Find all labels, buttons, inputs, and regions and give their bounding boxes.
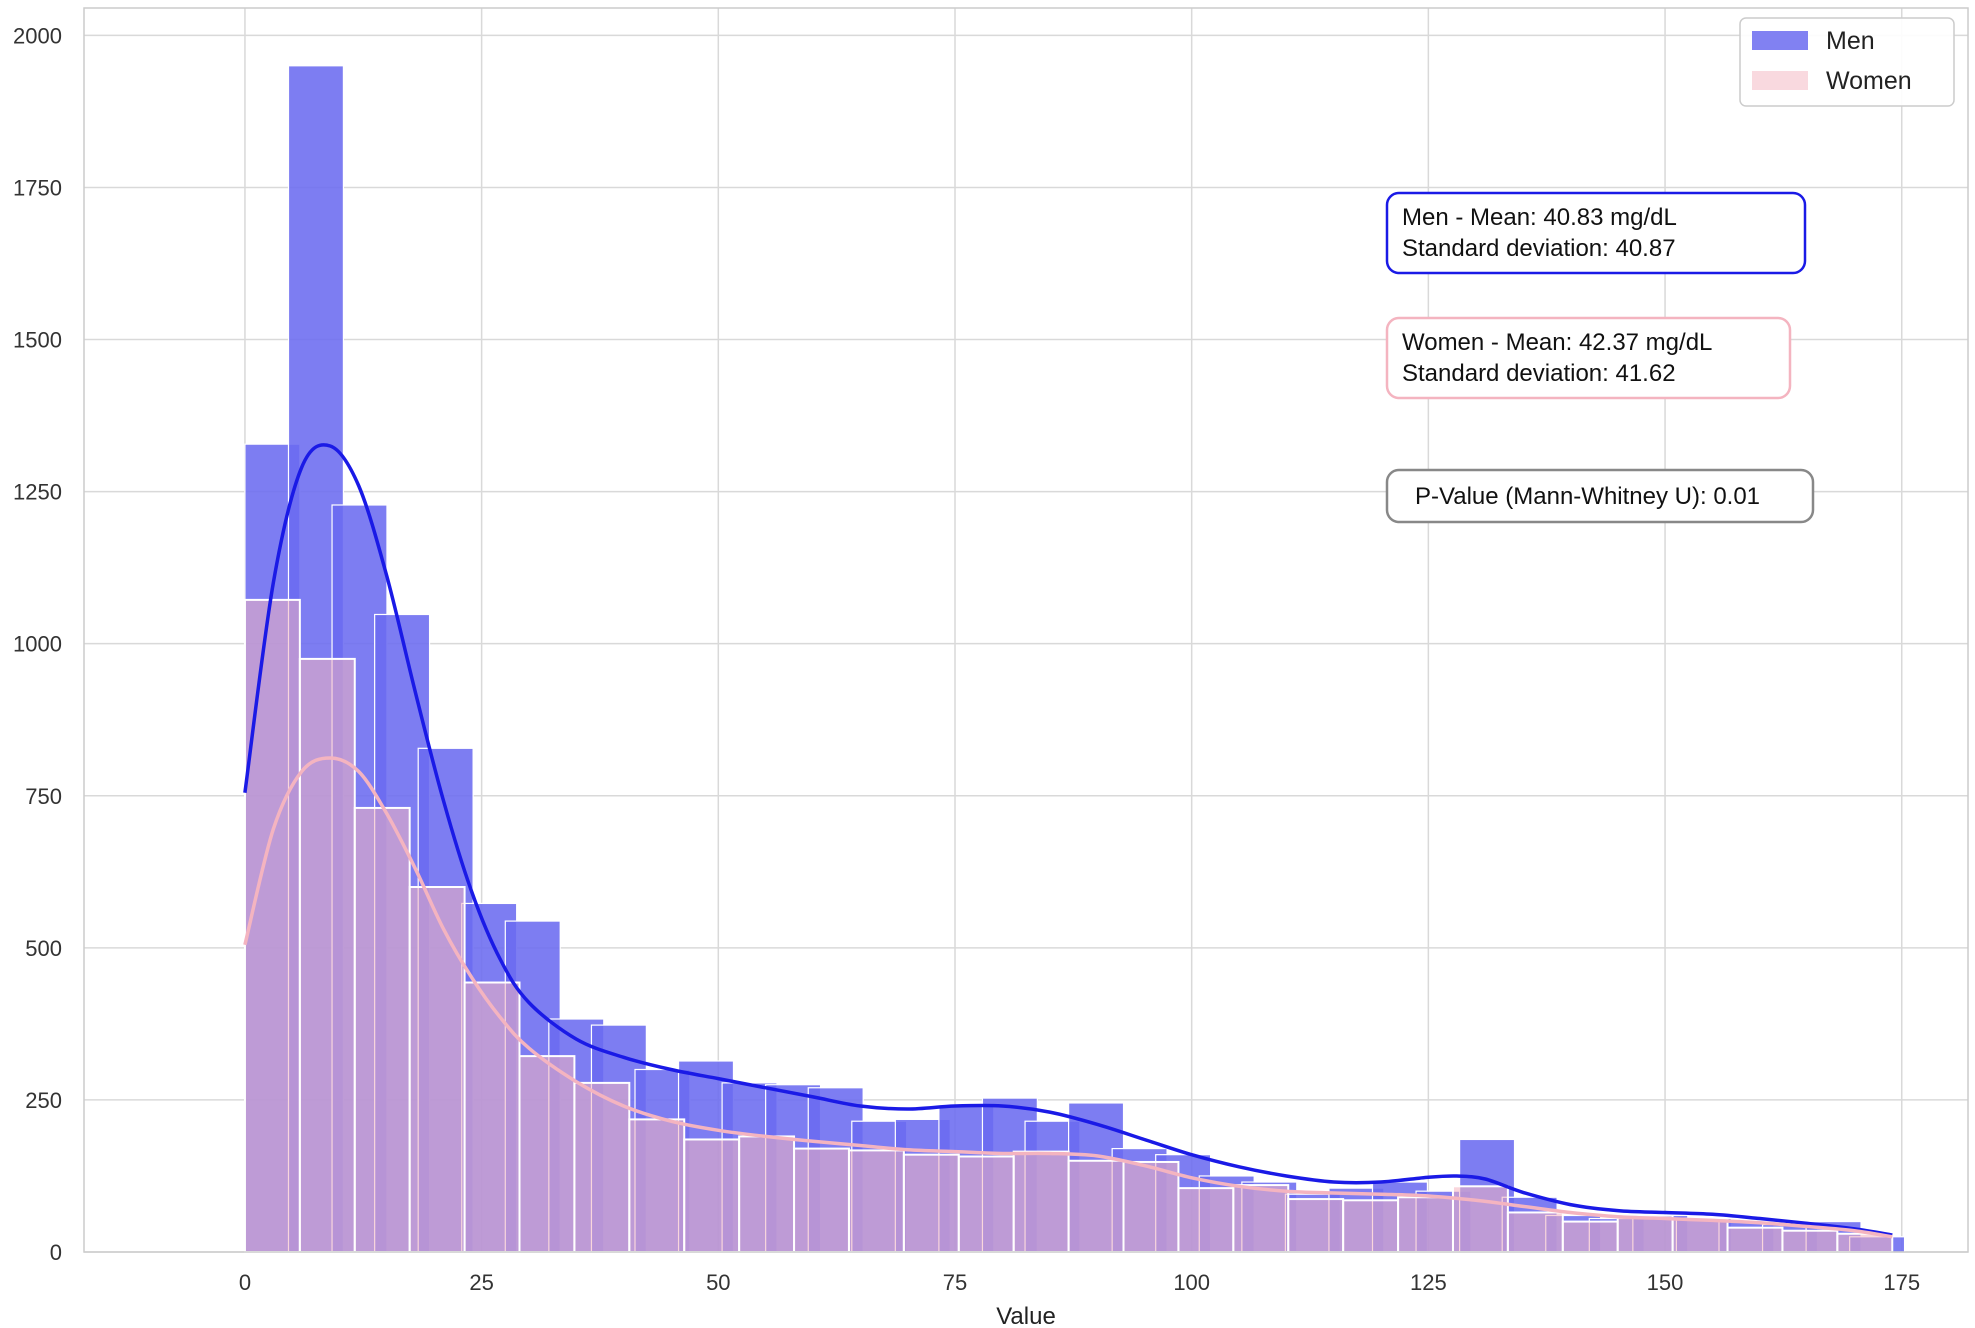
women-bar [463,981,521,1253]
y-tick-label: 2000 [13,23,62,48]
women-legend-label: Women [1826,67,1912,95]
women-bar [738,1135,796,1253]
women-bar [1781,1229,1839,1254]
women-bar [1287,1198,1345,1254]
women-kde-line [243,756,1893,1239]
men-kde-line [243,443,1893,1237]
women-bar [847,1149,905,1254]
women-bar [1616,1214,1674,1253]
women-bar [957,1155,1015,1254]
women-bar [902,1153,960,1253]
women-bar [683,1138,741,1254]
annotation-text: Standard deviation: 40.87 [1402,235,1676,262]
women-bar [408,886,466,1253]
men-legend-label: Men [1826,27,1875,55]
women-bar [1397,1196,1454,1253]
annotation-box [1385,191,1807,275]
annotation-box [1385,468,1815,524]
women-bar [518,1055,576,1253]
x-tick-label: 75 [943,1270,967,1295]
women-bar [353,806,411,1253]
y-tick-label: 250 [25,1088,62,1113]
x-tick-label: 100 [1173,1270,1210,1295]
women-bar [1506,1211,1564,1254]
annotation-text: Women - Mean: 42.37 mg/dL [1402,329,1712,356]
women-bar [1232,1184,1290,1253]
women-legend-swatch [1752,71,1808,90]
women-bar [1451,1185,1509,1254]
legend: Men Women [1739,17,1955,107]
women-bar [1122,1160,1180,1254]
y-axis-ticks: 0 250 500 750 1000 1250 1500 1750 2000 [13,23,62,1265]
women-bar [793,1147,850,1253]
x-tick-label: 50 [706,1270,730,1295]
women-bar [573,1081,631,1254]
y-tick-label: 500 [25,936,62,961]
women-bar [1067,1159,1125,1253]
x-axis-label: Value [996,1303,1056,1328]
annotation-boxes: Men - Mean: 40.83 mg/dL Standard deviatio… [1385,191,1815,524]
x-tick-label: 175 [1883,1270,1920,1295]
x-tick-label: 25 [469,1270,493,1295]
y-tick-label: 1000 [13,632,62,657]
men-legend-swatch [1752,31,1808,50]
women-histogram-bars [243,598,1894,1254]
annotation-box [1385,316,1792,400]
women-bar [298,657,356,1253]
women-bar [1726,1226,1784,1253]
y-tick-label: 1250 [13,480,62,505]
women-bar [1671,1217,1729,1254]
women-bar [1177,1187,1235,1254]
annotation-text: P-Value (Mann-Whitney U): 0.01 [1415,483,1760,510]
annotation-text: Men - Mean: 40.83 mg/dL [1402,204,1677,231]
kde-curves [243,443,1893,1239]
x-tick-label: 0 [239,1270,251,1295]
x-axis-ticks: 0 25 50 75 100 125 150 175 [239,1270,1920,1295]
women-bar [1561,1220,1619,1253]
y-tick-label: 0 [50,1240,62,1265]
annotation-text: Standard deviation: 41.62 [1402,360,1676,387]
women-bar [243,598,301,1253]
y-tick-label: 1500 [13,328,62,353]
x-tick-label: 125 [1410,1270,1447,1295]
y-tick-label: 750 [25,784,62,809]
x-tick-label: 150 [1647,1270,1684,1295]
women-bar [1012,1150,1070,1254]
women-bar [1342,1199,1400,1254]
women-bar [628,1118,686,1254]
plot-frame [83,7,1969,1253]
y-tick-label: 1750 [13,175,62,200]
